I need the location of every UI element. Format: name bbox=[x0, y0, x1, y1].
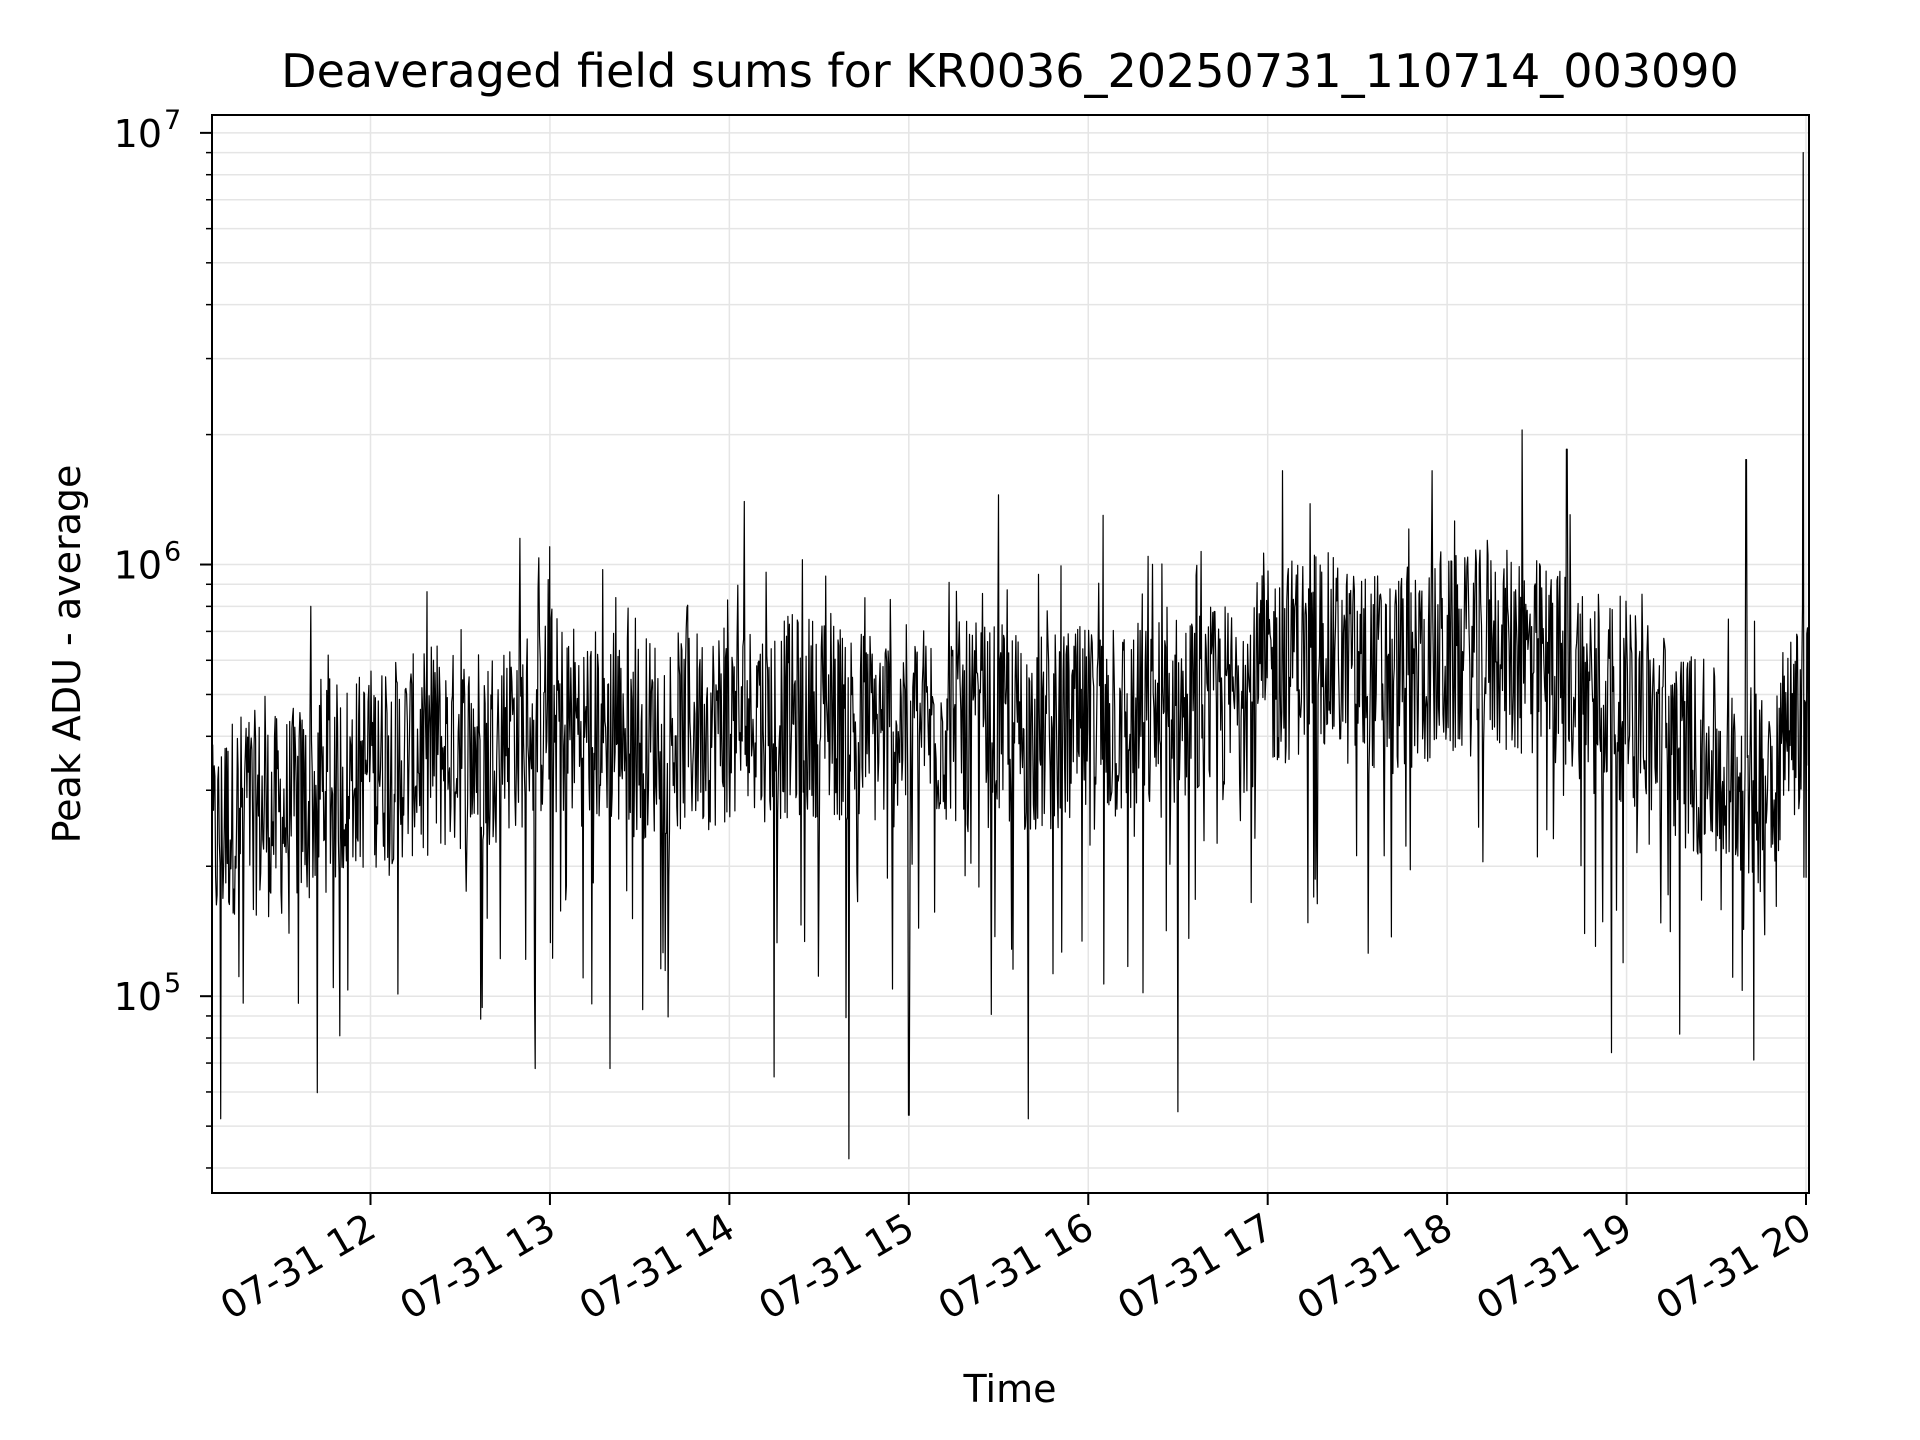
y-tick-base: 10 bbox=[114, 975, 162, 1019]
y-tick-base: 10 bbox=[114, 112, 162, 156]
grid bbox=[212, 115, 1809, 1193]
y-tick-label: 10 bbox=[114, 975, 162, 1019]
y-tick-exponent: 6 bbox=[164, 537, 181, 568]
y-tick-label: 10 bbox=[114, 544, 162, 588]
series-trace bbox=[211, 152, 1810, 1160]
y-tick-label: 10 bbox=[114, 112, 162, 156]
y-tick-exponent: 5 bbox=[164, 968, 181, 999]
y-tick-base: 10 bbox=[114, 544, 162, 588]
y-tick-exponent: 7 bbox=[164, 105, 181, 136]
plot-frame bbox=[211, 114, 1810, 1194]
series-line bbox=[211, 152, 1810, 1160]
chart-title: Deaveraged field sums for KR0036_2025073… bbox=[281, 44, 1739, 98]
y-axis-label: Peak ADU - average bbox=[45, 465, 89, 844]
x-axis-label: Time bbox=[963, 1367, 1057, 1411]
